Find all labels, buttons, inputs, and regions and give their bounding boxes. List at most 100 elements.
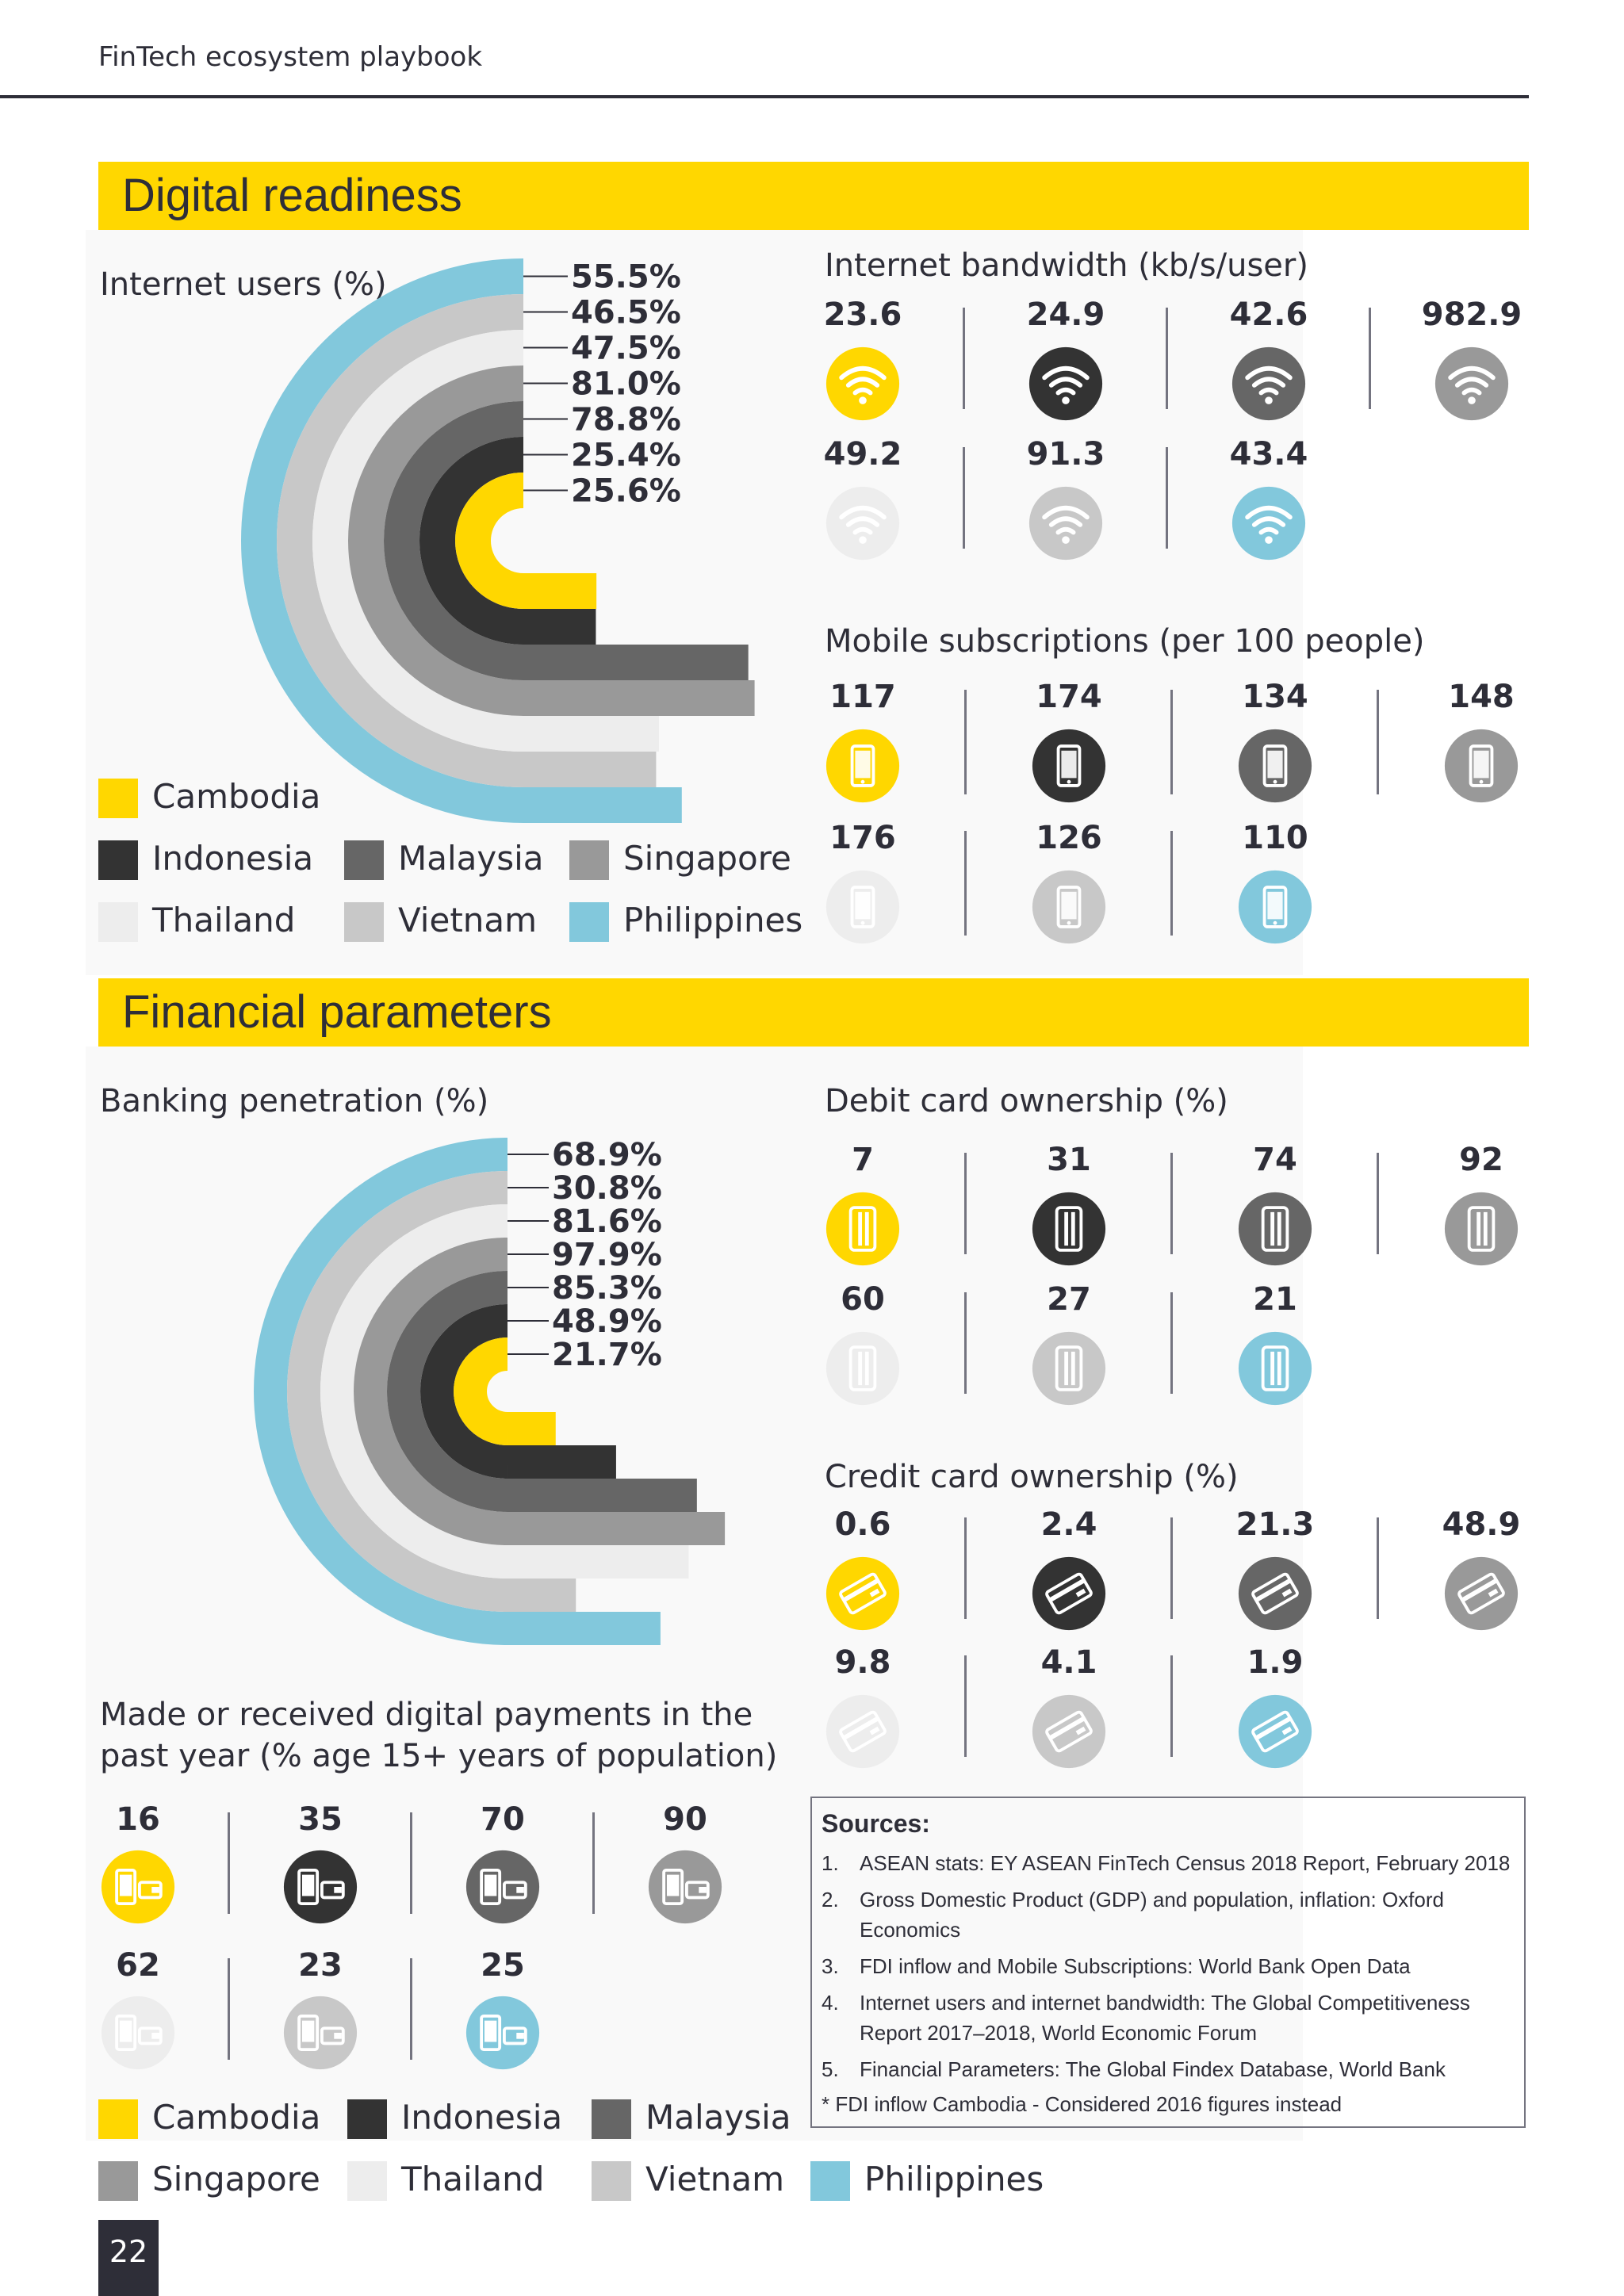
- source-item: 2. Gross Domestic Product (GDP) and popul…: [822, 1885, 1515, 1945]
- credit-icon: [1443, 1556, 1519, 1632]
- sources-title: Sources:: [822, 1809, 930, 1838]
- radial-bar-philippines: [523, 787, 682, 823]
- value-label-indonesia: 25.4%: [571, 438, 681, 474]
- phone-value-vietnam: 126: [1036, 820, 1102, 856]
- separator-line: [1166, 308, 1168, 409]
- wallet-value-malaysia: 70: [481, 1801, 525, 1838]
- wifi-icon: [1028, 485, 1104, 561]
- credit-icon: [825, 1693, 901, 1770]
- wallet-value-vietnam: 23: [298, 1947, 343, 1984]
- debit-value-thailand: 60: [841, 1281, 885, 1318]
- credit-value-malaysia: 21.3: [1235, 1506, 1315, 1543]
- separator-line: [1377, 1517, 1379, 1619]
- value-label-singapore: 97.9%: [552, 1237, 662, 1273]
- debit-value-malaysia: 74: [1253, 1142, 1297, 1178]
- source-text: FDI inflow and Mobile Subscriptions: Wor…: [860, 1954, 1411, 1978]
- legend-swatch-malaysia: [344, 840, 384, 880]
- legend-label-cambodia: Cambodia: [152, 2098, 321, 2137]
- value-label-singapore: 81.0%: [571, 366, 681, 403]
- source-number: 5.: [822, 2057, 839, 2081]
- sources-box: Sources: 1. ASEAN stats: EY ASEAN FinTech…: [810, 1797, 1526, 2128]
- separator-line: [1170, 831, 1173, 936]
- separator-line: [964, 690, 967, 794]
- radial-arc-singapore: [354, 1238, 508, 1545]
- mobile-subscriptions-label: Mobile subscriptions (per 100 people): [825, 623, 1425, 660]
- financial-parameters-title: Financial parameters: [122, 986, 552, 1038]
- wifi-icon: [825, 485, 901, 561]
- credit-icon: [1237, 1693, 1313, 1770]
- phone-value-malaysia: 134: [1242, 679, 1308, 715]
- legend-label-indonesia: Indonesia: [401, 2098, 563, 2137]
- phone-icon: [1031, 728, 1107, 804]
- wallet-icon: [647, 1849, 723, 1925]
- radial-bar-vietnam: [508, 1578, 576, 1612]
- value-label-vietnam: 30.8%: [552, 1170, 662, 1207]
- phone-icon: [825, 869, 901, 945]
- radial-arc-vietnam: [287, 1171, 508, 1612]
- legend-swatch-philippines: [569, 902, 609, 942]
- value-label-thailand: 81.6%: [552, 1203, 662, 1240]
- credit-icon: [825, 1556, 901, 1632]
- separator-line: [963, 447, 965, 549]
- radial-arc-philippines: [254, 1138, 508, 1645]
- separator-line: [228, 1958, 230, 2060]
- wifi-value-cambodia: 23.6: [823, 297, 902, 333]
- wifi-value-singapore: 982.9: [1421, 297, 1522, 333]
- credit-value-indonesia: 2.4: [1040, 1506, 1097, 1543]
- source-item: 4. Internet users and internet bandwidth:…: [822, 1988, 1515, 2048]
- wifi-value-vietnam: 91.3: [1026, 436, 1105, 473]
- digital-readiness-title: Digital readiness: [122, 170, 462, 221]
- bandwidth-label: Internet bandwidth (kb/s/user): [825, 247, 1308, 284]
- wifi-value-malaysia: 42.6: [1229, 297, 1308, 333]
- value-label-malaysia: 85.3%: [552, 1270, 662, 1307]
- wallet-icon: [100, 1849, 176, 1925]
- separator-line: [1377, 1153, 1379, 1254]
- wallet-value-indonesia: 35: [298, 1801, 343, 1838]
- phone-icon: [825, 728, 901, 804]
- value-label-thailand: 47.5%: [571, 331, 681, 367]
- separator-line: [228, 1812, 230, 1914]
- value-label-malaysia: 78.8%: [571, 402, 681, 438]
- debit-value-vietnam: 27: [1047, 1281, 1091, 1318]
- radial-bar-philippines: [508, 1612, 661, 1645]
- source-number: 1.: [822, 1851, 839, 1875]
- legend-swatch-cambodia: [98, 2099, 138, 2139]
- legend-label-philippines: Philippines: [864, 2160, 1044, 2198]
- sources-list: 1. ASEAN stats: EY ASEAN FinTech Census 2…: [822, 1848, 1515, 2084]
- separator-line: [1170, 1292, 1173, 1394]
- separator-line: [964, 831, 967, 936]
- legend-swatch-malaysia: [592, 2099, 631, 2139]
- radial-bar-vietnam: [523, 752, 657, 787]
- source-text: ASEAN stats: EY ASEAN FinTech Census 201…: [860, 1851, 1511, 1875]
- radial-bar-indonesia: [508, 1445, 616, 1479]
- source-text: Gross Domestic Product (GDP) and populat…: [860, 1888, 1444, 1942]
- separator-line: [1170, 1517, 1173, 1619]
- legend-label-malaysia: Malaysia: [645, 2098, 791, 2137]
- wallet-value-thailand: 62: [116, 1947, 160, 1984]
- phone-value-thailand: 176: [829, 820, 896, 856]
- debit-icon: [1031, 1330, 1107, 1406]
- source-number: 3.: [822, 1954, 839, 1978]
- radial-arc-thailand: [320, 1204, 508, 1578]
- radial-arc-singapore: [348, 365, 524, 716]
- legend-label-indonesia: Indonesia: [152, 839, 314, 878]
- credit-value-philippines: 1.9: [1247, 1644, 1304, 1681]
- value-label-philippines: 55.5%: [571, 259, 681, 296]
- phone-value-cambodia: 117: [829, 679, 896, 715]
- radial-bar-cambodia: [508, 1412, 556, 1445]
- radial-arc-thailand: [312, 330, 524, 752]
- wifi-icon: [1028, 346, 1104, 422]
- wallet-icon: [282, 1849, 358, 1925]
- phone-value-singapore: 148: [1448, 679, 1515, 715]
- phone-icon: [1237, 869, 1313, 945]
- radial-bar-indonesia: [523, 609, 596, 645]
- debit-icon: [1237, 1330, 1313, 1406]
- radial-bar-singapore: [523, 680, 755, 716]
- separator-line: [1170, 690, 1173, 794]
- legend-label-vietnam: Vietnam: [398, 901, 538, 939]
- radial-bar-malaysia: [508, 1479, 697, 1512]
- legend-label-vietnam: Vietnam: [645, 2160, 785, 2198]
- separator-line: [964, 1292, 967, 1394]
- legend-swatch-philippines: [810, 2161, 850, 2201]
- source-text: Financial Parameters: The Global Findex …: [860, 2057, 1446, 2081]
